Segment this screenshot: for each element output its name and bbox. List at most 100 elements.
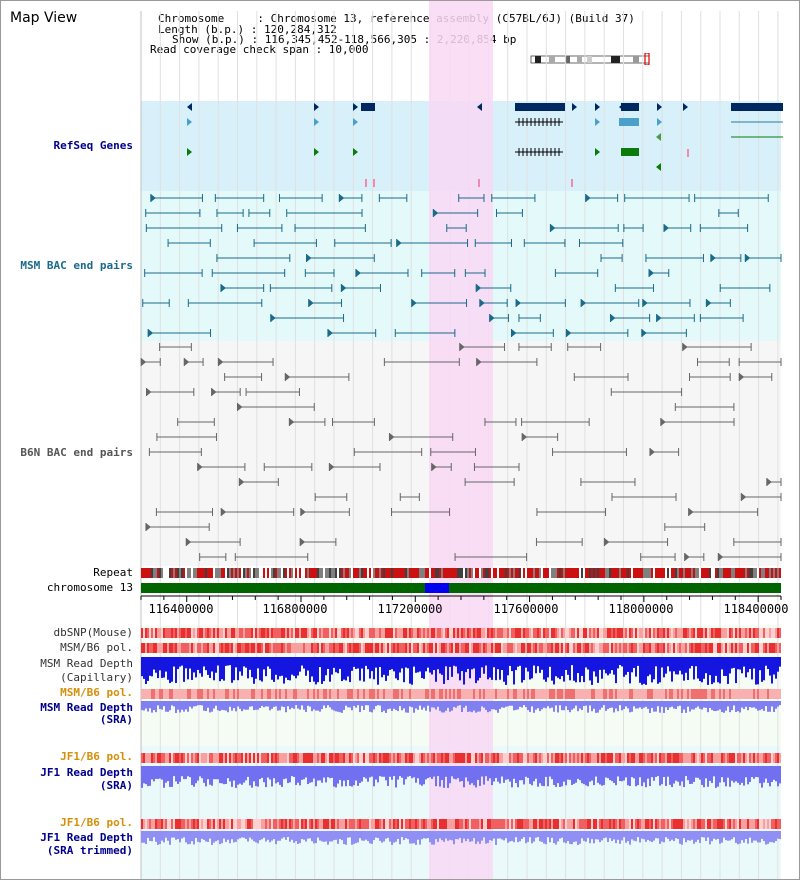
depth-bar <box>233 657 235 681</box>
depth-bar <box>543 766 545 787</box>
heat-cell <box>363 819 365 829</box>
heat-cell <box>691 819 693 829</box>
depth-bar <box>421 657 423 679</box>
heat-cell <box>305 689 307 699</box>
depth-bar <box>683 766 685 788</box>
depth-bar <box>517 831 519 843</box>
depth-bar <box>439 766 441 787</box>
heat-cell <box>413 819 415 829</box>
heat-cell <box>675 628 677 638</box>
depth-bar <box>205 657 207 671</box>
depth-bar <box>149 831 151 841</box>
heat-cell <box>555 819 557 829</box>
repeat-block <box>461 568 463 578</box>
depth-bar <box>245 831 247 839</box>
heat-cell <box>681 628 683 638</box>
heat-cell <box>471 689 473 699</box>
heat-cell <box>627 643 629 653</box>
heat-cell <box>329 753 331 763</box>
depth-bar <box>409 657 411 684</box>
heat-cell <box>495 643 497 653</box>
bac-end-arrow <box>489 314 495 322</box>
depth-bar <box>341 831 343 841</box>
depth-bar <box>669 766 671 785</box>
depth-bar <box>205 701 207 712</box>
repeat-block <box>367 568 369 578</box>
depth-bar <box>713 766 715 777</box>
heat-cell <box>353 753 355 763</box>
repeat-block <box>155 568 157 578</box>
heat-cell <box>409 819 411 829</box>
heat-cell <box>231 628 233 638</box>
heat-cell <box>397 819 399 829</box>
heat-cell <box>663 689 665 699</box>
heat-cell <box>281 643 283 653</box>
heat-cell <box>411 628 413 638</box>
heat-cell <box>459 643 461 653</box>
repeat-block <box>173 568 175 578</box>
chromosome-ideogram[interactable] <box>529 53 653 65</box>
heat-cell <box>247 628 249 638</box>
heat-cell <box>685 819 687 829</box>
heat-cell <box>145 689 147 699</box>
depth-bar <box>473 657 475 669</box>
heat-cell <box>361 628 363 638</box>
depth-bar <box>349 701 351 708</box>
heat-cell <box>579 643 581 653</box>
heat-cell <box>653 753 655 763</box>
gene-exon <box>361 103 375 111</box>
depth-bar <box>651 831 653 843</box>
repeat-block <box>619 568 621 578</box>
heat-cell <box>147 819 149 829</box>
heat-cell <box>663 643 665 653</box>
heat-cell <box>757 753 759 763</box>
depth-bar <box>285 701 287 713</box>
heat-cell <box>155 753 157 763</box>
heat-cell <box>561 689 563 699</box>
gene-arrow <box>314 103 319 111</box>
depth-bar <box>511 766 513 788</box>
depth-bar <box>239 701 241 709</box>
bac-end-arrow <box>329 463 335 471</box>
heat-cell <box>409 643 411 653</box>
heat-cell <box>511 643 513 653</box>
heat-cell <box>645 643 647 653</box>
depth-bar <box>725 701 727 711</box>
depth-bar <box>725 657 727 676</box>
depth-bar <box>333 657 335 668</box>
heat-cell <box>547 819 549 829</box>
depth-bar <box>231 657 233 683</box>
heat-cell <box>175 643 177 653</box>
heat-cell <box>721 753 723 763</box>
depth-bar <box>537 766 539 787</box>
heat-cell <box>259 628 261 638</box>
depth-bar <box>179 831 181 843</box>
depth-bar <box>371 657 373 672</box>
gene-arrow <box>657 118 662 126</box>
heat-cell <box>609 643 611 653</box>
heat-cell <box>335 753 337 763</box>
depth-bar <box>709 831 711 845</box>
heat-cell <box>295 819 297 829</box>
heat-cell <box>715 753 717 763</box>
heat-cell <box>733 628 735 638</box>
heat-cell <box>377 643 379 653</box>
heat-cell <box>395 819 397 829</box>
depth-bar <box>503 701 505 708</box>
heat-cell <box>613 643 615 653</box>
heat-cell <box>679 819 681 829</box>
heat-cell <box>575 643 577 653</box>
depth-bar <box>335 701 337 712</box>
depth-bar <box>273 701 275 707</box>
heat-cell <box>431 628 433 638</box>
heat-cell <box>291 643 293 653</box>
heat-cell <box>775 753 777 763</box>
heat-cell <box>665 643 667 653</box>
depth-bar <box>613 701 615 713</box>
heat-cell <box>609 689 611 699</box>
heat-cell <box>343 628 345 638</box>
bac-end-arrow <box>355 269 361 277</box>
heat-cell <box>607 753 609 763</box>
heat-cell <box>293 753 295 763</box>
